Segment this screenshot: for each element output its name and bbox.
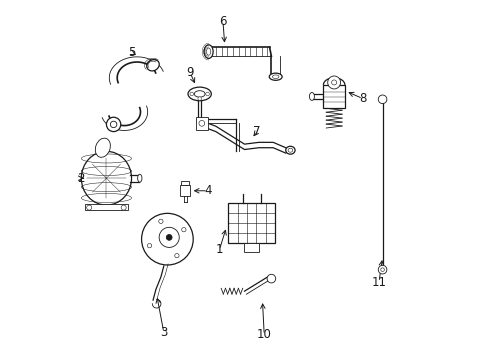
Circle shape xyxy=(199,121,204,126)
Circle shape xyxy=(205,92,209,96)
Bar xyxy=(85,204,128,211)
Text: 9: 9 xyxy=(186,66,193,79)
Circle shape xyxy=(327,76,340,89)
Circle shape xyxy=(86,205,92,210)
Text: 6: 6 xyxy=(219,15,226,28)
Circle shape xyxy=(121,205,126,210)
Ellipse shape xyxy=(203,45,213,58)
Bar xyxy=(196,117,207,130)
Ellipse shape xyxy=(206,48,210,55)
Bar xyxy=(323,85,344,108)
Text: 1: 1 xyxy=(215,243,223,256)
Circle shape xyxy=(182,228,185,232)
Circle shape xyxy=(266,274,275,283)
Text: 10: 10 xyxy=(256,328,271,341)
Circle shape xyxy=(166,234,172,240)
Circle shape xyxy=(331,80,336,85)
Ellipse shape xyxy=(194,91,204,97)
Text: 7: 7 xyxy=(253,125,260,138)
Circle shape xyxy=(159,227,179,247)
Bar xyxy=(244,243,258,252)
Circle shape xyxy=(110,121,117,128)
Ellipse shape xyxy=(95,138,110,157)
Circle shape xyxy=(106,117,121,132)
Circle shape xyxy=(142,213,193,265)
Circle shape xyxy=(198,97,201,100)
Bar xyxy=(180,185,190,197)
Ellipse shape xyxy=(285,146,294,154)
Text: 3: 3 xyxy=(160,326,167,339)
Ellipse shape xyxy=(187,87,211,101)
Ellipse shape xyxy=(272,75,278,78)
Text: 11: 11 xyxy=(371,276,386,289)
Circle shape xyxy=(378,265,386,274)
Ellipse shape xyxy=(287,148,292,152)
Text: 5: 5 xyxy=(127,46,135,59)
Text: 4: 4 xyxy=(204,184,211,197)
Ellipse shape xyxy=(137,174,142,182)
Circle shape xyxy=(174,253,179,258)
Circle shape xyxy=(380,268,384,271)
Text: 2: 2 xyxy=(77,172,84,185)
Circle shape xyxy=(190,92,193,96)
Ellipse shape xyxy=(146,59,159,71)
Ellipse shape xyxy=(81,151,131,205)
Circle shape xyxy=(378,95,386,104)
Bar xyxy=(228,203,274,243)
Bar xyxy=(181,181,188,185)
Circle shape xyxy=(147,243,151,248)
Ellipse shape xyxy=(309,93,314,100)
Ellipse shape xyxy=(269,73,282,80)
Text: 8: 8 xyxy=(358,92,366,105)
Circle shape xyxy=(159,219,163,224)
